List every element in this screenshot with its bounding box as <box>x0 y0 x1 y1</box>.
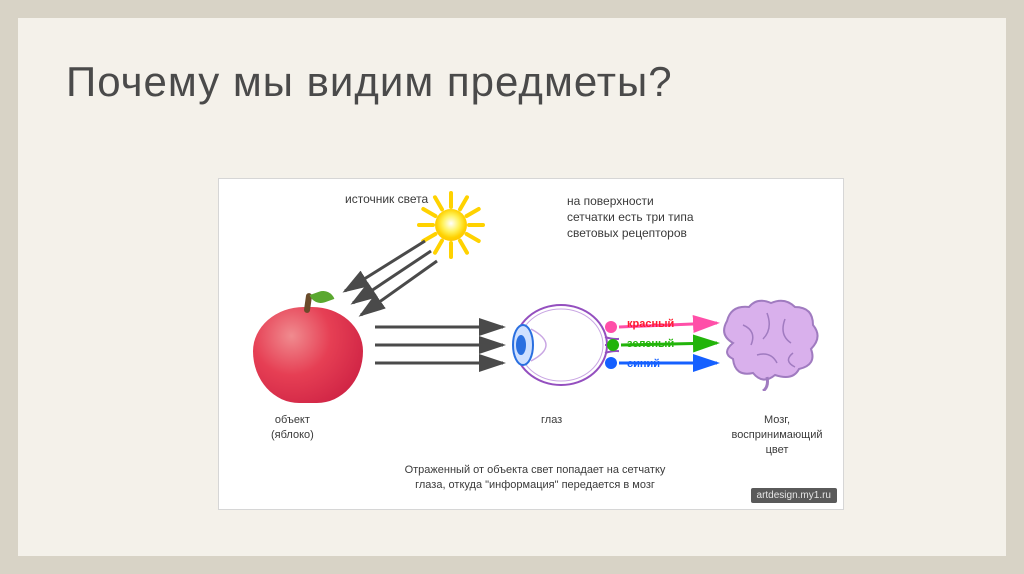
receptor-label-blue: синий <box>627 357 660 372</box>
receptor-label-red: красный <box>627 317 674 332</box>
slide-background: Почему мы видим предметы? источник света… <box>0 0 1024 574</box>
arrows-layer <box>219 179 843 509</box>
vision-diagram: источник света на поверхности сетчатки е… <box>218 178 844 510</box>
slide-title: Почему мы видим предметы? <box>66 58 673 106</box>
watermark: artdesign.my1.ru <box>751 488 837 503</box>
slide-inner: Почему мы видим предметы? источник света… <box>18 18 1006 556</box>
receptor-label-green: зеленый <box>627 337 674 352</box>
